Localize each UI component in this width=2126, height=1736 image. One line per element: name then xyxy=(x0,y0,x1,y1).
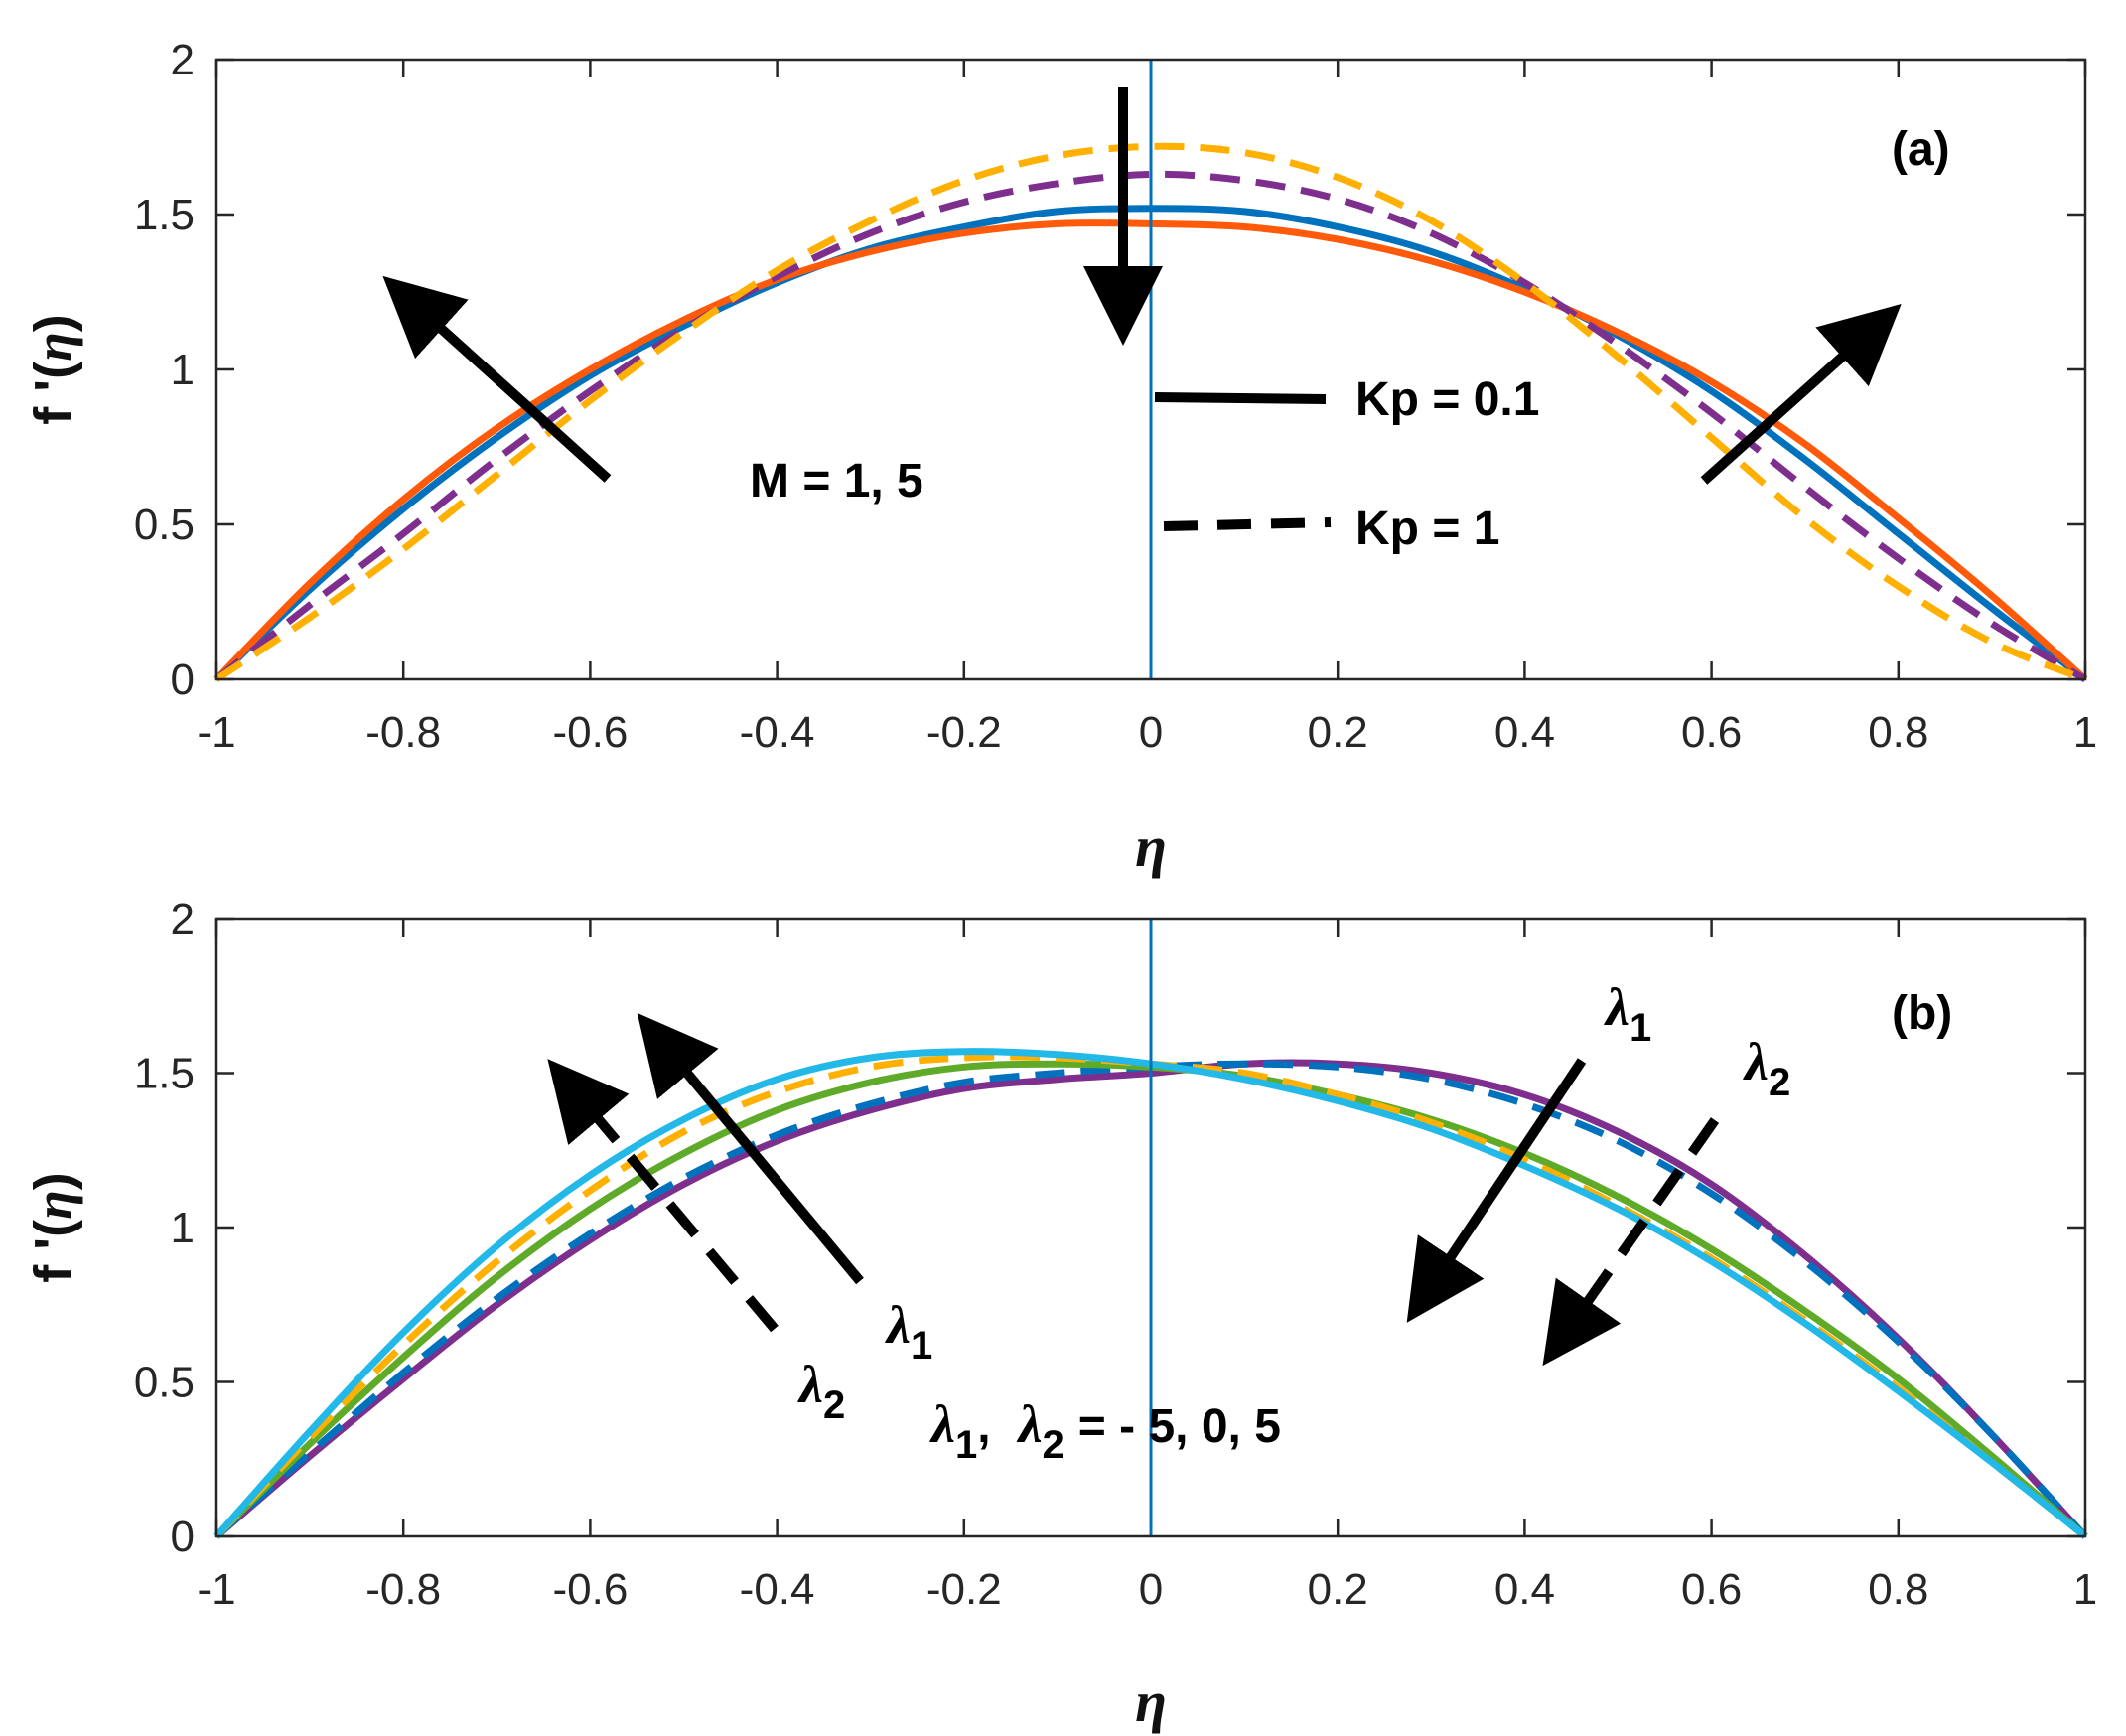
x-tick-label: 0.8 xyxy=(1868,1565,1928,1614)
arrow-lambda2-right xyxy=(1542,1117,1720,1367)
x-tick-label: -1 xyxy=(197,1565,235,1614)
x-tick-label: 0.2 xyxy=(1308,1565,1368,1614)
x-tick-label: -0.4 xyxy=(740,708,815,757)
x-tick-label: -0.8 xyxy=(365,708,441,757)
xlabel-b: η xyxy=(1135,1669,1167,1734)
x-tick-label: -0.4 xyxy=(740,1565,815,1614)
axes-frame-a xyxy=(214,58,2087,681)
y-tick-label: 2 xyxy=(171,895,195,943)
panel-label-a: (a) xyxy=(1892,123,1950,176)
label-lambda1-top: λ1 xyxy=(1604,977,1651,1050)
x-tick-label: 0.8 xyxy=(1868,708,1928,757)
series-line-3 xyxy=(214,142,2087,683)
series-line-2 xyxy=(213,170,2087,683)
arrow-right-a xyxy=(1700,303,1902,485)
panel-a: -1 -0.8 -0.6 -0.4 -0.2 0 0.2 0.4 0.6 0.8 1 0 0.5 1 1.5… xyxy=(24,36,2097,879)
y-tick-label: 1 xyxy=(171,346,195,394)
y-tick-label: 1.5 xyxy=(134,1050,195,1098)
legend-dashed-line xyxy=(1163,517,1332,531)
y-tick-label: 0 xyxy=(171,655,195,704)
x-tick-label: -0.6 xyxy=(552,1565,628,1614)
x-tick-label: -1 xyxy=(197,708,235,757)
label-lambda-range: λ1, λ2 = - 5, 0, 5 xyxy=(929,1394,1281,1467)
label-lambda1-left: λ1 xyxy=(885,1295,932,1368)
axes-frame-b xyxy=(214,917,2087,1538)
y-tick-label: 0.5 xyxy=(134,501,195,549)
param-label-a: M = 1, 5 xyxy=(750,455,923,507)
x-tick-label: -0.2 xyxy=(926,1565,1002,1614)
ticks-a: -1 -0.8 -0.6 -0.4 -0.2 0 0.2 0.4 0.6 0.8 1 0 0.5 1 1.5… xyxy=(134,36,2097,757)
panel-label-b: (b) xyxy=(1892,987,1952,1040)
arrow-left-a xyxy=(382,275,612,483)
x-tick-label: -0.6 xyxy=(552,708,628,757)
ylabel-b: f '(η) xyxy=(24,1172,83,1282)
arrow-lambda2-left xyxy=(547,1059,779,1333)
arrow-lambda1-right xyxy=(1406,1058,1587,1323)
x-tick-label: 0.4 xyxy=(1494,708,1555,757)
panel-b: -1 -0.8 -0.6 -0.4 -0.2 0 0.2 0.4 0.6 0.8 1 0 0.5 1 1.5… xyxy=(24,895,2097,1734)
x-tick-label: 1 xyxy=(2073,708,2097,757)
x-tick-label: -0.2 xyxy=(926,708,1002,757)
ylabel-a: f '(η) xyxy=(24,314,83,424)
y-tick-label: 0 xyxy=(171,1513,195,1561)
y-tick-label: 0.5 xyxy=(134,1359,195,1407)
arrow-lambda1-left xyxy=(637,1012,864,1285)
y-tick-label: 1.5 xyxy=(134,191,195,239)
x-tick-label: 0.2 xyxy=(1308,708,1368,757)
label-lambda2-top: λ2 xyxy=(1743,1032,1790,1104)
legend-solid-label: Kp = 0.1 xyxy=(1355,373,1539,426)
x-tick-label: 0.6 xyxy=(1681,708,1742,757)
x-tick-label: -0.8 xyxy=(365,1565,441,1614)
y-tick-label: 1 xyxy=(171,1204,195,1252)
y-tick-label: 2 xyxy=(171,36,195,84)
x-tick-label: 0 xyxy=(1139,708,1163,757)
xlabel-a: η xyxy=(1135,814,1167,879)
x-tick-label: 0.4 xyxy=(1494,1565,1555,1614)
ticks-b: -1 -0.8 -0.6 -0.4 -0.2 0 0.2 0.4 0.6 0.8 1 0 0.5 1 1.5… xyxy=(134,895,2097,1614)
x-tick-label: 0 xyxy=(1139,1565,1163,1614)
legend-solid-line xyxy=(1154,392,1327,404)
legend-dashed-label: Kp = 1 xyxy=(1355,503,1499,555)
x-tick-label: 0.6 xyxy=(1681,1565,1742,1614)
x-tick-label: 1 xyxy=(2073,1565,2097,1614)
label-lambda2-left: λ2 xyxy=(797,1355,845,1427)
